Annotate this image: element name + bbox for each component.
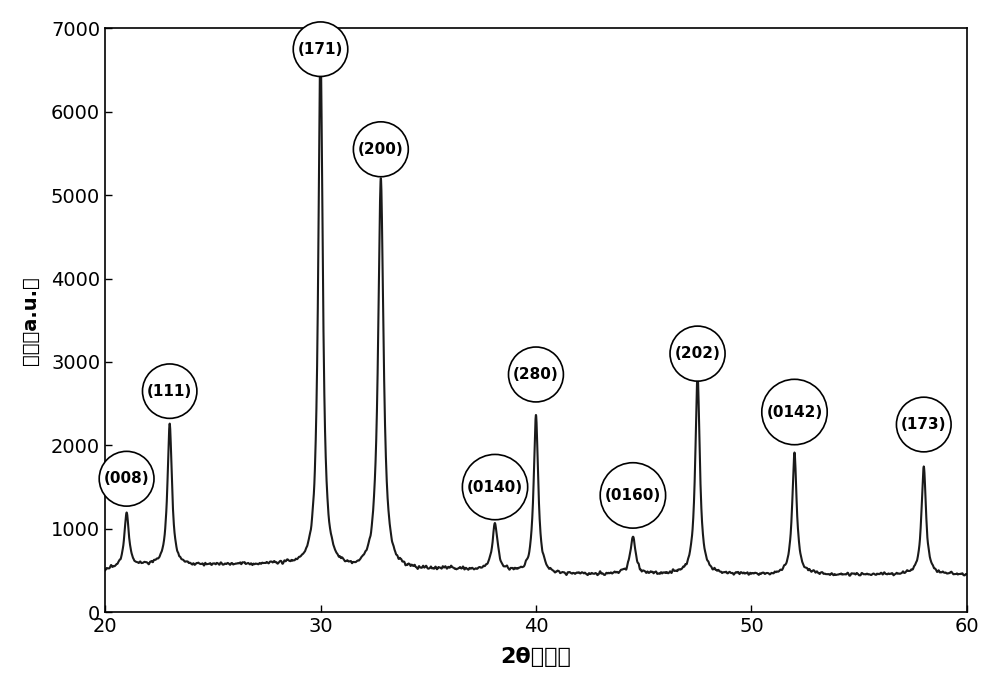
Text: (0160): (0160) (605, 488, 661, 503)
Text: (202): (202) (675, 346, 720, 361)
Text: (280): (280) (513, 367, 559, 382)
Text: (0142): (0142) (766, 405, 823, 420)
Text: (171): (171) (298, 42, 343, 56)
Y-axis label: 强度（a.u.）: 强度（a.u.） (21, 276, 40, 365)
X-axis label: 2θ（度）: 2θ（度） (501, 647, 571, 667)
Text: (0140): (0140) (467, 480, 523, 495)
Text: (111): (111) (147, 384, 192, 398)
Text: (200): (200) (358, 142, 404, 157)
Text: (173): (173) (901, 417, 947, 432)
Text: (008): (008) (104, 471, 149, 486)
